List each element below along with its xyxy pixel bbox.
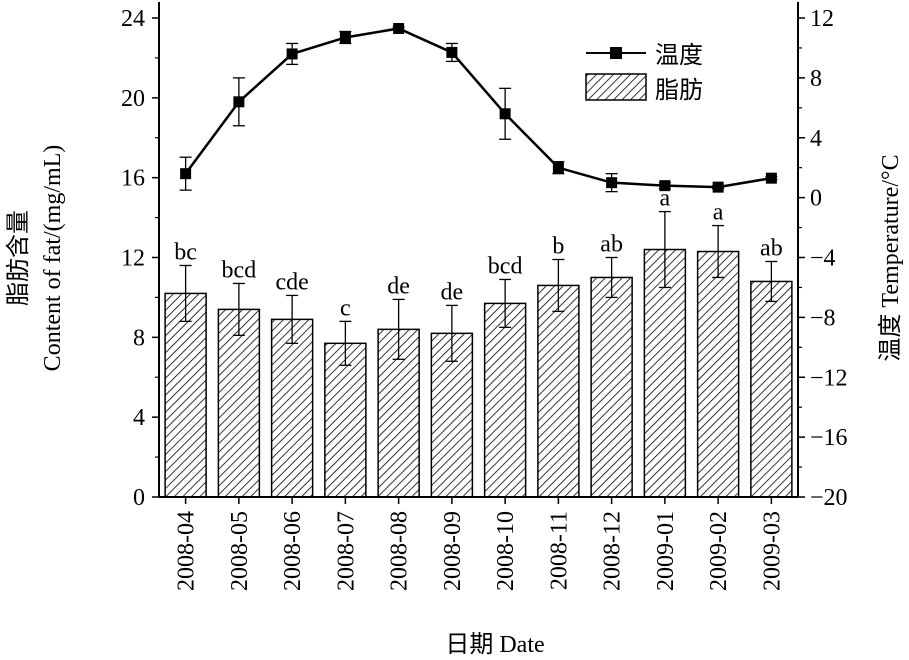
y-right-tick-label: −8 [810,305,836,331]
fat-significance-label: b [552,233,564,259]
x-tick-label: 2008-12 [600,511,626,591]
y-right-tick-label: −12 [810,365,848,391]
fat-significance-label: de [387,273,410,299]
fat-bar [483,302,527,498]
axes: 0 4 8 12 16 20 24 −20 −16 −12 −8 −4 0 4 8 12 2008-04 2008… [121,2,848,591]
fat-significance-label: bc [174,239,197,265]
temperature-marker [446,46,458,58]
temperature-marker [765,172,777,184]
fat-bar [324,342,367,498]
y-right-tick-label: 12 [810,6,834,32]
x-tick-label: 2008-07 [333,511,359,591]
temperature-marker [606,177,618,189]
x-tick-label: 2008-09 [440,511,466,591]
x-axis-title: 日期 Date [445,632,544,658]
y-left-tick-label: 8 [133,325,145,351]
legend: 温度 脂肪 [585,42,703,104]
fat-significance-label: c [340,295,351,321]
y-right-tick-label: 4 [810,126,822,152]
y-axis-title-left-en: Content of fat/(mg/mL) [40,145,66,372]
x-tick-label: 2008-04 [174,511,200,591]
x-tick-label: 2008-08 [387,511,413,591]
fat-significance-label: bcd [488,253,523,279]
temperature-marker [339,31,351,43]
fat-significance-label: a [660,186,671,212]
y-right-tick-label: 8 [810,66,822,92]
fat-bar [590,276,633,498]
y-left-tick-label: 20 [121,86,145,112]
x-tick-label: 2009-02 [706,511,732,591]
fat-significance-label: a [713,200,724,226]
y-axis-title-left-cn: 脂肪含量 [5,210,32,306]
y-axis-title-right: 温度 Temperature/°C [877,154,904,361]
x-tick-label: 2008-11 [546,511,572,590]
legend-temperature-label: 温度 [655,42,703,69]
temperature-marker [233,96,245,108]
y-right-tick-label: −20 [810,485,848,511]
legend-line-marker [610,47,622,59]
fat-significance-label: ab [600,232,623,258]
fat-bar [696,250,740,498]
y-right-tick-label: 0 [810,186,822,212]
temperature-marker [393,22,405,34]
temperature-marker [712,181,724,193]
y-left-tick-label: 24 [121,6,145,32]
x-tick-label: 2008-06 [280,511,306,591]
fat-bar [537,284,580,498]
x-tick-label: 2009-01 [653,511,679,591]
y-left-tick-label: 4 [133,405,145,431]
temperature-marker [552,162,564,174]
temperature-line [184,27,772,189]
x-tick-label: 2008-05 [227,511,253,591]
fat-bar [643,248,687,498]
fat-bar [750,280,793,498]
temperature-series [179,22,778,193]
y-right-tick-label: −16 [810,425,848,451]
fat-significance-label: cde [275,269,308,295]
fat-bar [270,318,314,498]
fat-significance-label: ab [760,235,783,261]
fat-bar [164,292,207,498]
x-tick-label: 2008-10 [493,511,519,591]
y-left-tick-label: 12 [121,246,145,272]
temperature-marker [499,108,511,120]
temperature-marker [659,180,671,192]
y-right-tick-label: −4 [810,246,836,272]
fat-significance-label: de [441,279,464,305]
fat-bar [217,308,261,498]
fat-significance-label: bcd [222,257,257,283]
legend-fat-label: 脂肪 [655,77,703,104]
legend-bar-swatch [585,73,647,101]
y-left-tick-label: 16 [121,166,145,192]
y-left-tick-label: 0 [133,485,145,511]
x-tick-label: 2009-03 [759,511,785,591]
temperature-marker [180,168,192,180]
temperature-marker [286,48,298,60]
